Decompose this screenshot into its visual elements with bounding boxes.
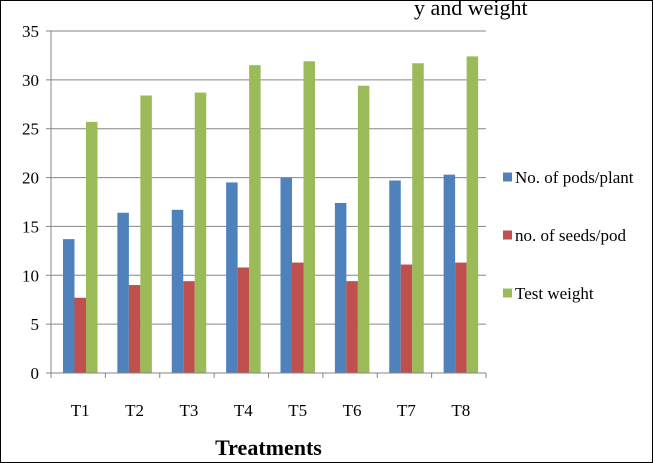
bar-T5-2 — [292, 262, 304, 373]
bar-T2-1 — [117, 212, 129, 373]
bar-T1-2 — [74, 297, 86, 373]
bar-T2-3 — [140, 95, 152, 374]
bar-T3-1 — [171, 209, 184, 373]
x-tick-label: T2 — [125, 401, 144, 420]
x-tick-label: T5 — [288, 401, 307, 420]
x-tick-label: T4 — [234, 401, 253, 420]
y-tick-label: 15 — [22, 217, 39, 236]
bar-T1-1 — [63, 239, 75, 373]
bar-T6-1 — [334, 202, 347, 373]
bar-T7-1 — [389, 180, 401, 373]
bar-T6-3 — [357, 85, 370, 373]
y-tick-label: 0 — [31, 364, 40, 383]
legend-swatch — [503, 230, 512, 240]
bar-T4-1 — [226, 182, 238, 373]
y-tick-label: 25 — [22, 120, 39, 139]
bar-T8-2 — [455, 262, 467, 373]
x-axis-ticks: T1 T2 T3 T4 T5 T6 T7 T8 — [50, 373, 487, 420]
y-tick-label: 10 — [22, 266, 39, 285]
legend-swatch — [503, 288, 512, 298]
bar-T6-2 — [346, 281, 358, 373]
bar-T5-3 — [303, 61, 315, 373]
y-tick-label: 30 — [22, 71, 39, 90]
legend-label: no. of seeds/pod — [515, 226, 626, 245]
bar-T8-1 — [443, 174, 456, 373]
y-tick-label: 5 — [31, 315, 40, 334]
bar-T3-2 — [183, 281, 195, 373]
x-tick-label: T7 — [397, 401, 416, 420]
legend-label: No. of pods/plant — [515, 168, 634, 187]
x-tick-label: T1 — [71, 401, 90, 420]
x-tick-label: T6 — [343, 401, 362, 420]
bar-T5-1 — [280, 177, 292, 373]
bar-T1-3 — [86, 121, 98, 373]
x-axis-title: Treatments — [215, 435, 322, 460]
legend: No. of pods/plant no. of seeds/pod Test we… — [503, 168, 634, 303]
y-tick-label: 35 — [22, 22, 39, 41]
y-axis-ticks: 0 5 10 15 20 25 30 35 — [22, 22, 51, 383]
bar-T4-2 — [237, 267, 250, 373]
bar-T7-3 — [412, 63, 424, 373]
cutoff-header-text: y and weight — [414, 0, 528, 20]
x-tick-label: T8 — [451, 401, 470, 420]
axes — [50, 31, 486, 374]
y-tick-label: 20 — [22, 169, 39, 188]
bar-T4-3 — [249, 65, 261, 373]
bar-T7-2 — [400, 264, 413, 373]
bar-T8-3 — [466, 56, 479, 374]
legend-swatch — [503, 172, 512, 182]
bars — [63, 56, 479, 374]
legend-label: Test weight — [515, 284, 594, 303]
bar-T3-3 — [194, 92, 207, 373]
bar-T2-2 — [128, 285, 141, 373]
x-tick-label: T3 — [180, 401, 199, 420]
